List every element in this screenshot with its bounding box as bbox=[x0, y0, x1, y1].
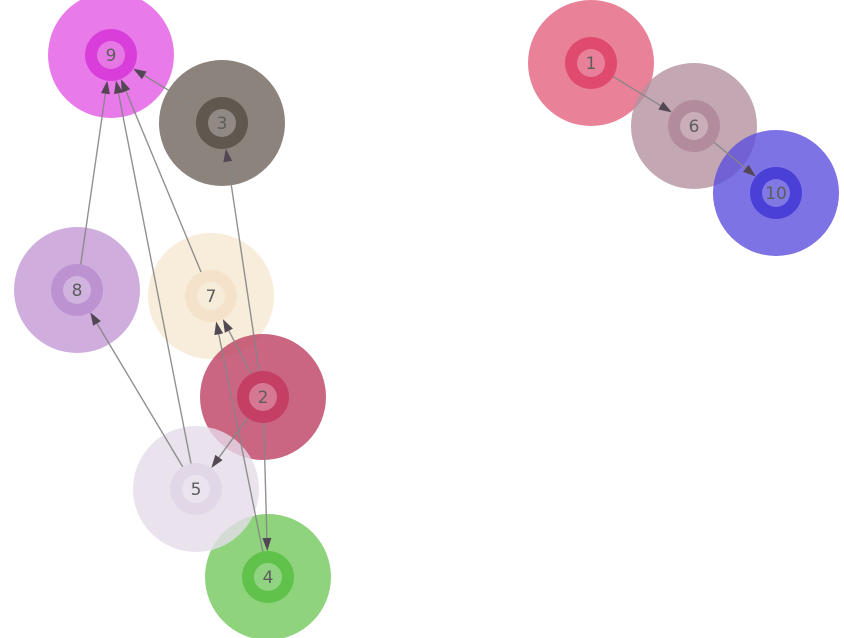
node-7-core bbox=[197, 282, 225, 310]
node-4-inner[interactable] bbox=[242, 551, 294, 603]
node-5[interactable]: 5 bbox=[170, 463, 222, 515]
node-8-inner[interactable] bbox=[51, 264, 103, 316]
node-6-inner[interactable] bbox=[668, 100, 720, 152]
node-6-core bbox=[680, 112, 708, 140]
arrowhead-icon bbox=[211, 454, 223, 468]
edge-8-9 bbox=[76, 80, 110, 291]
arrowhead-icon bbox=[222, 319, 233, 333]
edge-layer bbox=[76, 62, 756, 578]
node-1-core bbox=[577, 49, 605, 77]
node-5-core bbox=[182, 475, 210, 503]
node-3-inner[interactable] bbox=[196, 97, 248, 149]
edge-7-9 bbox=[120, 79, 212, 297]
edge-line bbox=[124, 89, 212, 297]
node-3-core bbox=[208, 109, 236, 137]
node-10[interactable]: 10 bbox=[750, 167, 802, 219]
node-1[interactable]: 1 bbox=[565, 37, 617, 89]
node-9[interactable]: 9 bbox=[85, 29, 137, 81]
edge-5-8 bbox=[90, 312, 197, 490]
arrowhead-icon bbox=[120, 79, 131, 93]
edge-line bbox=[95, 322, 197, 490]
node-2-core bbox=[249, 383, 277, 411]
node-10-inner[interactable] bbox=[750, 167, 802, 219]
edge-2-3 bbox=[223, 148, 264, 398]
node-8-core bbox=[63, 276, 91, 304]
node-9-inner[interactable] bbox=[85, 29, 137, 81]
node-7[interactable]: 7 bbox=[185, 270, 237, 322]
edge-4-7 bbox=[214, 321, 269, 578]
node-8[interactable]: 8 bbox=[51, 264, 103, 316]
arrowhead-icon bbox=[133, 68, 147, 80]
arrowhead-icon bbox=[262, 537, 272, 552]
arrowhead-icon bbox=[114, 80, 123, 95]
arrowhead-icon bbox=[214, 321, 224, 336]
edge-line bbox=[217, 333, 269, 578]
arrowhead-icon bbox=[90, 312, 101, 326]
edge-line bbox=[226, 160, 264, 398]
node-4[interactable]: 4 bbox=[242, 551, 294, 603]
node-4-core bbox=[254, 563, 282, 591]
node-2[interactable]: 2 bbox=[237, 371, 289, 423]
node-7-inner[interactable] bbox=[185, 270, 237, 322]
node-5-inner[interactable] bbox=[170, 463, 222, 515]
node-10-core bbox=[762, 179, 790, 207]
arrowhead-icon bbox=[658, 101, 672, 113]
node-9-core bbox=[97, 41, 125, 69]
edge-5-9 bbox=[114, 80, 197, 490]
edge-line bbox=[76, 92, 107, 291]
node-6[interactable]: 6 bbox=[668, 100, 720, 152]
edge-line bbox=[117, 92, 197, 490]
node-outer-layer bbox=[14, 0, 839, 638]
arrowhead-icon bbox=[100, 80, 110, 95]
node-3[interactable]: 3 bbox=[196, 97, 248, 149]
arrowhead-icon bbox=[223, 148, 233, 163]
arrowhead-icon bbox=[742, 164, 756, 177]
node-1-inner[interactable] bbox=[565, 37, 617, 89]
node-2-inner[interactable] bbox=[237, 371, 289, 423]
